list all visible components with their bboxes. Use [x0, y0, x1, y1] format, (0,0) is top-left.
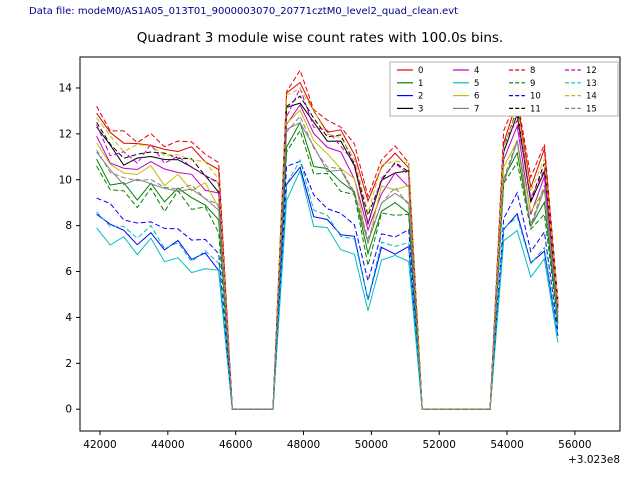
x-tick-label: 52000	[423, 439, 456, 451]
x-tick-label: 56000	[558, 439, 591, 451]
legend-label-7: 7	[474, 104, 479, 114]
y-tick-label: 6	[65, 266, 72, 278]
legend-label-0: 0	[418, 66, 423, 76]
data-file-label: Data file: modeM0/AS1A05_013T01_90000030…	[29, 6, 459, 17]
series-line-13	[96, 158, 559, 410]
legend-frame	[389, 61, 619, 117]
series-line-4	[96, 103, 559, 410]
y-tick-label: 10	[59, 174, 72, 186]
series-line-3	[96, 102, 559, 410]
legend-label-12: 12	[586, 66, 597, 76]
x-tick-label: 42000	[83, 439, 116, 451]
axes-frame	[79, 56, 621, 432]
series-line-8	[96, 69, 559, 410]
x-tick-label: 48000	[287, 439, 320, 451]
x-tick-label: 54000	[490, 439, 523, 451]
series-line-7	[96, 122, 559, 410]
y-tick-label: 0	[65, 404, 72, 416]
x-tick-label: 46000	[219, 439, 252, 451]
series-line-0	[96, 81, 559, 410]
series-line-6	[96, 109, 559, 410]
series-line-10	[96, 160, 559, 410]
series-line-1	[96, 121, 559, 410]
series-line-11	[96, 95, 559, 410]
x-tick-label: 44000	[151, 439, 184, 451]
series-line-9	[96, 129, 559, 410]
legend-label-15: 15	[586, 104, 597, 114]
legend-label-5: 5	[474, 79, 479, 89]
chart-title: Quadrant 3 module wise count rates with …	[136, 30, 504, 46]
y-tick-label: 12	[59, 128, 72, 140]
x-axis-offset-label: +3.023e8	[568, 454, 620, 466]
series-line-5	[96, 169, 559, 410]
legend-label-13: 13	[586, 79, 597, 89]
legend-label-6: 6	[474, 92, 479, 102]
legend-label-4: 4	[474, 66, 479, 76]
legend-label-11: 11	[530, 104, 541, 114]
legend-label-10: 10	[530, 92, 541, 102]
legend-label-9: 9	[530, 79, 535, 89]
series-line-2	[96, 166, 559, 410]
legend-label-1: 1	[418, 79, 423, 89]
y-tick-label: 2	[65, 358, 72, 370]
legend-label-2: 2	[418, 92, 423, 102]
series-line-15	[96, 115, 559, 410]
y-tick-label: 4	[65, 312, 72, 324]
legend-label-8: 8	[530, 66, 535, 76]
legend-label-3: 3	[418, 104, 423, 114]
x-tick-label: 50000	[355, 439, 388, 451]
y-tick-label: 14	[59, 82, 73, 94]
series-line-12	[96, 86, 559, 410]
legend-label-14: 14	[586, 92, 597, 102]
y-tick-label: 8	[65, 220, 72, 232]
